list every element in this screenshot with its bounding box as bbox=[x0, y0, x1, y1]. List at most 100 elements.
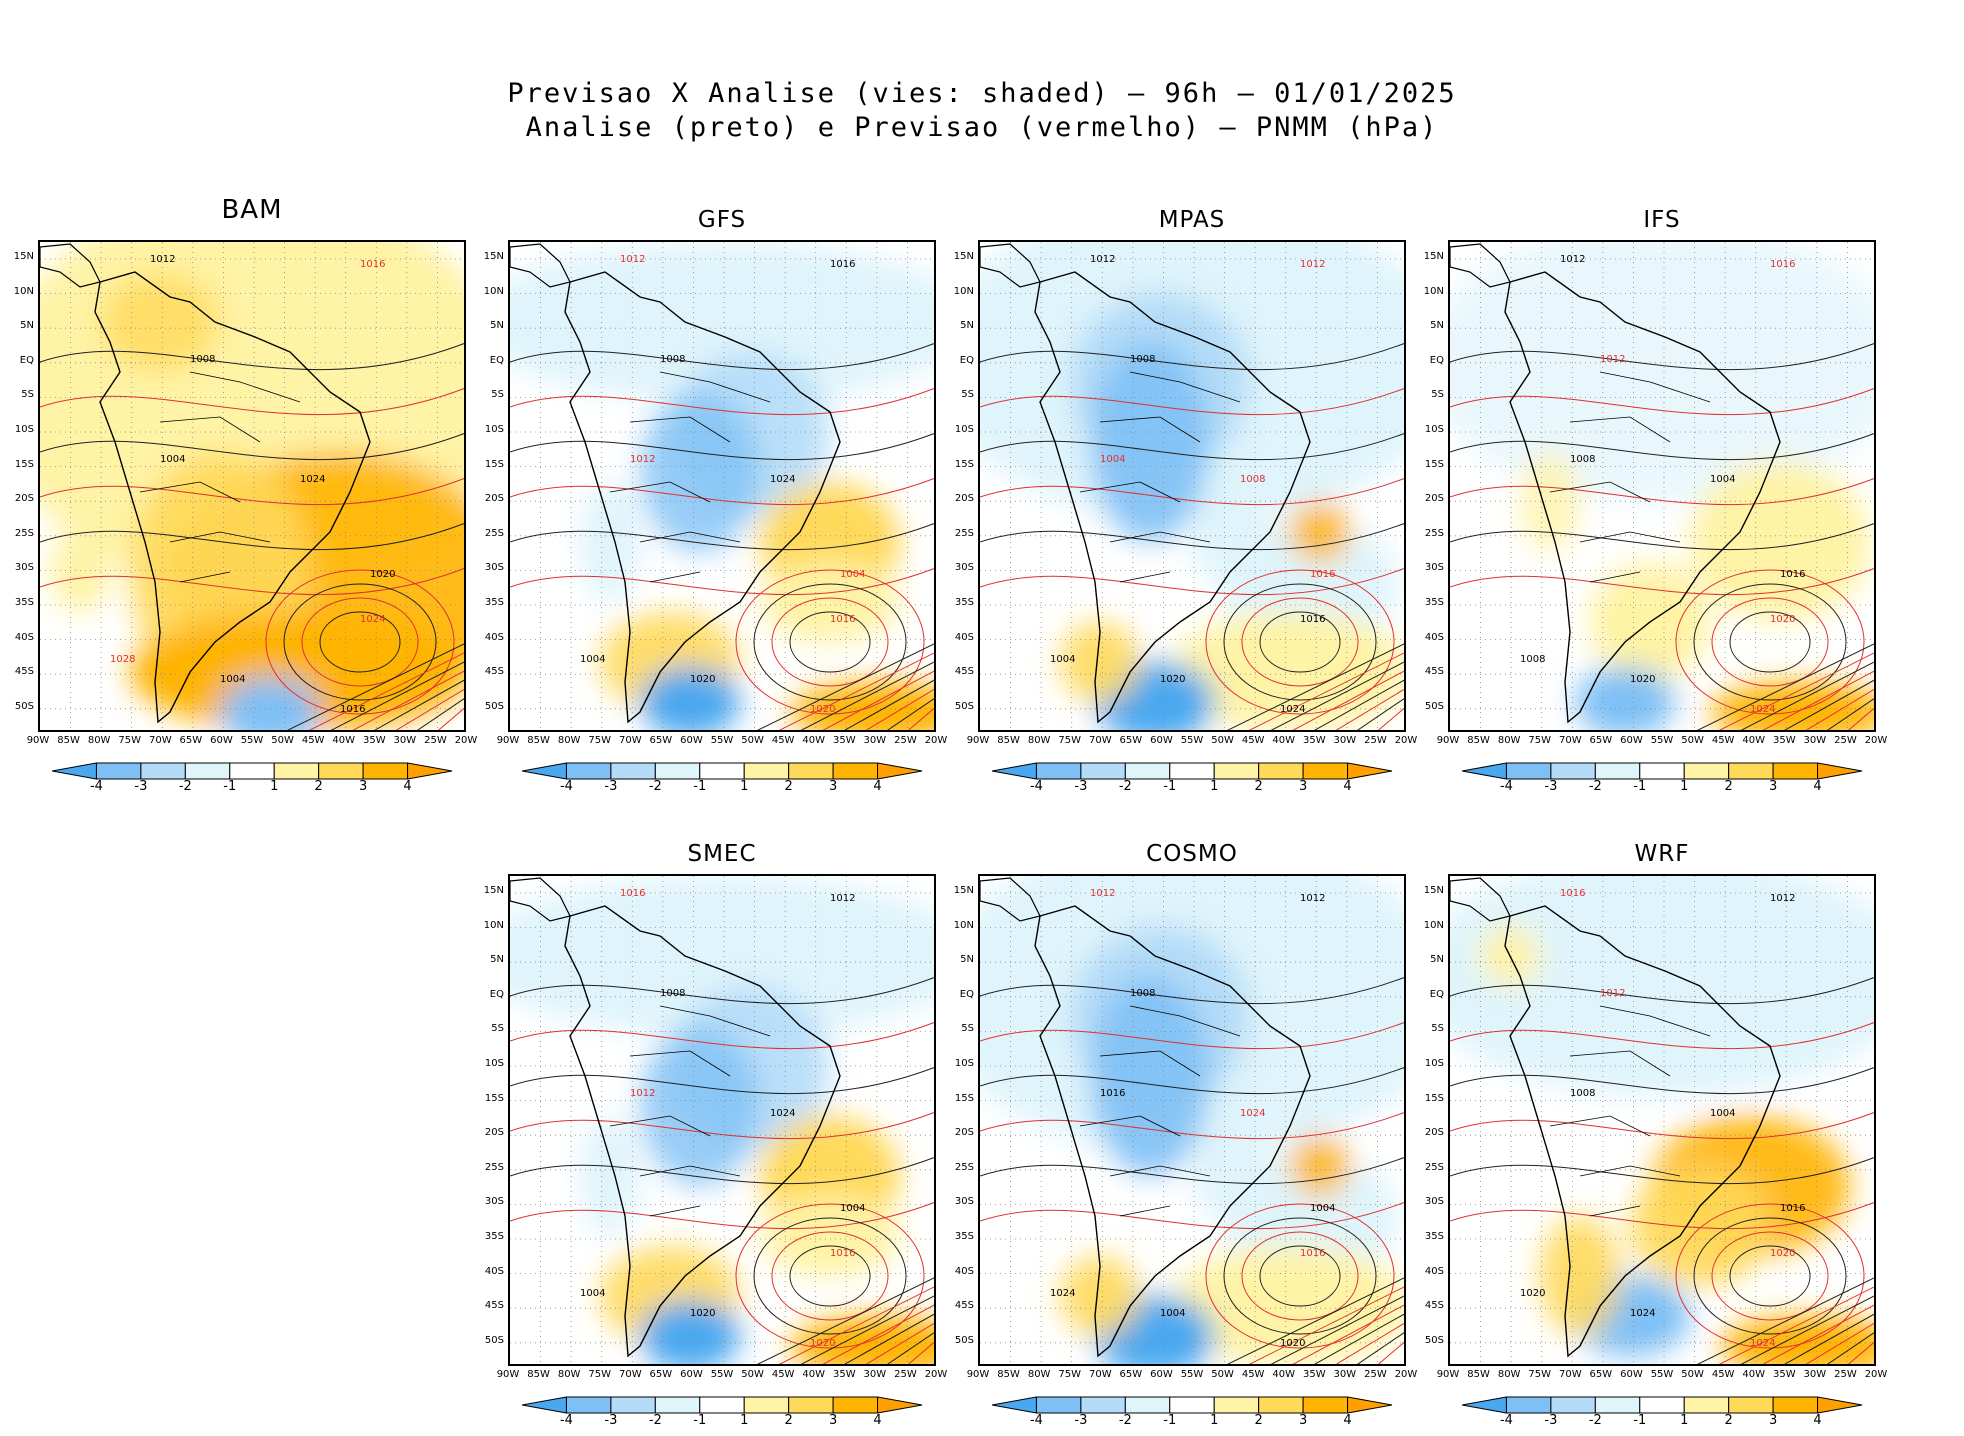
latitude-label: 40S bbox=[1424, 631, 1444, 643]
bias-shading bbox=[510, 242, 934, 730]
analysis-isobar bbox=[1314, 1313, 1404, 1364]
longitude-label: 60W bbox=[210, 735, 233, 746]
longitude-label: 50W bbox=[1681, 1369, 1704, 1380]
country-border bbox=[139, 481, 241, 503]
longitude-label: 40W bbox=[1742, 1369, 1766, 1380]
analysis-isobar bbox=[980, 1156, 1404, 1185]
latitude-label: 30S bbox=[1424, 1196, 1444, 1208]
colorbar-label: 1 bbox=[270, 779, 279, 794]
longitude-label: 60W bbox=[1150, 1369, 1173, 1380]
longitude-label: 80W bbox=[557, 1369, 581, 1380]
country-border bbox=[659, 1005, 771, 1037]
colorbar-swatch bbox=[1683, 762, 1730, 780]
latitude-label: 20S bbox=[954, 1127, 974, 1139]
colorbar-swatch bbox=[743, 1396, 790, 1414]
analysis-isobar bbox=[1784, 1313, 1874, 1364]
bias-map-svg: 1012 1016 1008 1012 1004 1016 1020 1024 1004 1020 bbox=[510, 242, 934, 730]
bias-region bbox=[1090, 976, 1210, 1176]
longitude-label: 65W bbox=[1119, 735, 1143, 746]
bias-map-svg: 1012 1016 1012 1008 1016 1020 1024 1004 1008 1020 bbox=[1450, 242, 1874, 730]
bias-region bbox=[1170, 1246, 1404, 1364]
bias-region bbox=[1575, 667, 1675, 730]
longitude-label: 45W bbox=[771, 735, 795, 746]
isobar-label: 1016 bbox=[1300, 1248, 1325, 1259]
latitude-label: 15N bbox=[953, 885, 974, 896]
colorbar-swatch bbox=[1728, 1396, 1774, 1414]
latitude-label: 25S bbox=[14, 527, 34, 539]
forecast-isobar bbox=[1450, 1201, 1874, 1230]
colorbar-label: -1 bbox=[1633, 1413, 1647, 1428]
latitude-label: 5S bbox=[1431, 389, 1444, 401]
isobar-label: 1020 bbox=[690, 674, 715, 685]
latitude-label: 45S bbox=[14, 666, 34, 678]
latitude-label: EQ bbox=[959, 354, 974, 366]
latitude-label: 5S bbox=[21, 389, 34, 401]
analysis-isobar bbox=[1227, 1277, 1404, 1364]
isobar-label: 1008 bbox=[660, 354, 685, 365]
latitude-label: 30S bbox=[954, 562, 974, 574]
map-area: 1016 1012 1008 1012 1004 1016 1020 1024 1004 1020 bbox=[508, 874, 936, 1366]
latitude-label: 20S bbox=[484, 1127, 504, 1139]
bias-map-svg: 1012 1012 1008 1016 1004 1016 1020 1024 1024 1004 bbox=[980, 876, 1404, 1364]
colorbar bbox=[51, 762, 453, 780]
analysis-isobar bbox=[510, 342, 934, 371]
analysis-isobar bbox=[789, 611, 871, 673]
bias-region bbox=[1630, 1166, 1770, 1286]
forecast-isobar bbox=[1847, 1341, 1874, 1364]
bias-region bbox=[1690, 462, 1870, 622]
isobar-label: 1012 bbox=[1600, 354, 1625, 365]
longitude-label: 20W bbox=[1394, 1369, 1418, 1380]
colorbar-swatch bbox=[991, 762, 1037, 780]
analysis-isobar bbox=[887, 1332, 934, 1364]
isobar-label: 1004 bbox=[1050, 654, 1075, 665]
latitude-label: 10N bbox=[483, 285, 504, 297]
colorbar-label: -1 bbox=[693, 1413, 707, 1428]
isobars bbox=[980, 976, 1404, 1364]
longitude-label: 45W bbox=[1241, 1369, 1265, 1380]
south-america-coastline bbox=[1504, 271, 1781, 724]
latitude-label: 5N bbox=[490, 320, 504, 332]
isobar-label: 1012 bbox=[1600, 988, 1625, 999]
map-area: 1012 1012 1008 1016 1004 1016 1020 1024 1024 1004 bbox=[978, 874, 1406, 1366]
bias-region bbox=[1710, 682, 1874, 730]
graticule bbox=[980, 242, 1404, 730]
analysis-isobar bbox=[1450, 1156, 1874, 1185]
latitude-label: 5S bbox=[961, 389, 974, 401]
isobar-label: 1012 bbox=[630, 1088, 655, 1099]
latitude-label: 15S bbox=[484, 1092, 504, 1104]
longitude-label: 80W bbox=[1027, 1369, 1051, 1380]
colorbar-swatch bbox=[1035, 1396, 1082, 1414]
isobar-label: 1004 bbox=[580, 654, 605, 665]
latitude-label: 15S bbox=[954, 458, 974, 470]
colorbar-label: -2 bbox=[648, 1413, 662, 1428]
longitude-label: 45W bbox=[301, 735, 325, 746]
latitude-label: 40S bbox=[1424, 1265, 1444, 1277]
country-border bbox=[1569, 416, 1671, 443]
analysis-isobar bbox=[980, 976, 1404, 1005]
longitude-label: 75W bbox=[588, 1369, 612, 1380]
longitude-label: 55W bbox=[1180, 735, 1204, 746]
longitude-label: 70W bbox=[1558, 1369, 1582, 1380]
forecast-isobar bbox=[1241, 597, 1359, 687]
bias-region bbox=[1540, 1216, 1620, 1336]
isobar-label: 1012 bbox=[1300, 259, 1325, 270]
isobar-label: 1024 bbox=[1280, 704, 1305, 715]
isobar-label: 1008 bbox=[1130, 354, 1155, 365]
isobar-label: 1016 bbox=[360, 259, 385, 270]
colorbar-label: -2 bbox=[178, 779, 192, 794]
longitude-label: 90W bbox=[496, 735, 520, 746]
analysis-isobar bbox=[887, 698, 934, 730]
analysis-isobar bbox=[40, 432, 464, 461]
forecast-isobar bbox=[265, 569, 455, 715]
isobar-label: 1016 bbox=[830, 259, 855, 270]
colorbar-swatch bbox=[184, 762, 231, 780]
isobar-label: 1004 bbox=[1710, 1108, 1735, 1119]
colorbar-swatch bbox=[565, 762, 612, 780]
longitude-label: 50W bbox=[741, 1369, 764, 1380]
colorbar-swatch bbox=[1505, 1396, 1552, 1414]
forecast-isobar bbox=[1292, 670, 1404, 730]
analysis-isobar bbox=[510, 1156, 934, 1185]
longitude-label: 20W bbox=[924, 1369, 948, 1380]
bias-region bbox=[1720, 1316, 1874, 1364]
country-border bbox=[1109, 1165, 1211, 1177]
